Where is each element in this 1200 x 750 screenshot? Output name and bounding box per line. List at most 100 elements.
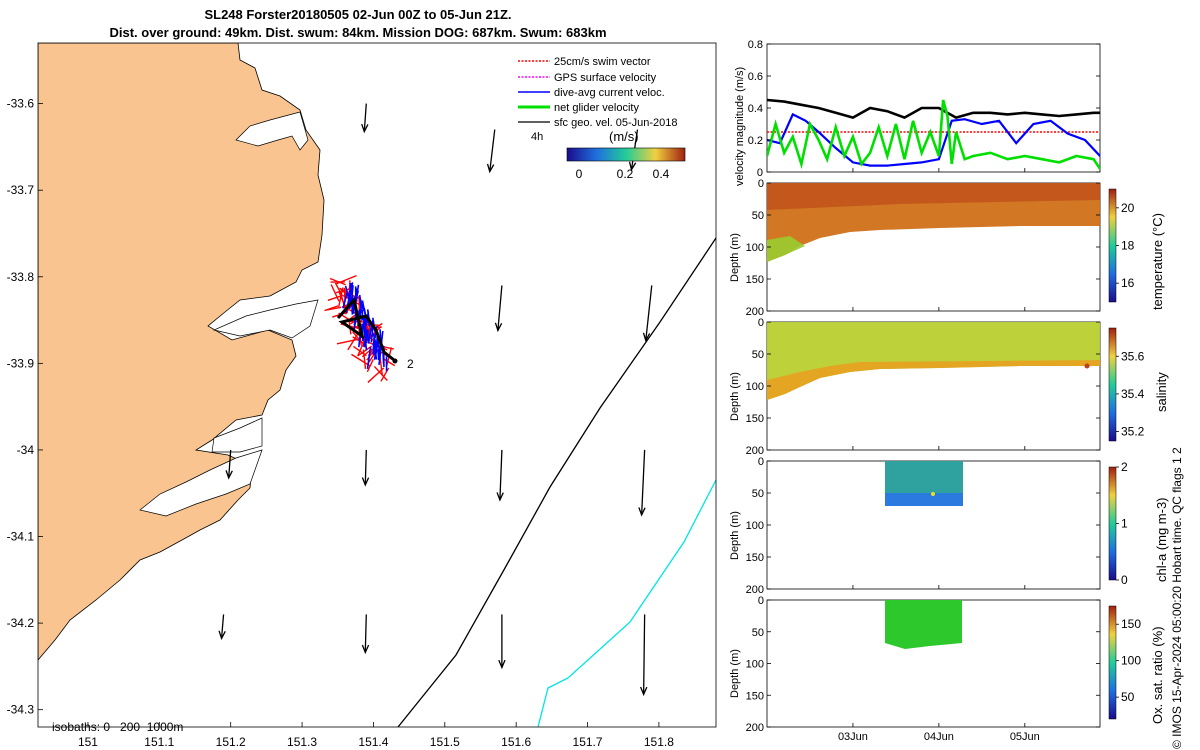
depth-tick-label: 100 <box>746 381 764 393</box>
time-tick-label: 04Jun <box>924 731 954 743</box>
swim-vector <box>357 344 364 357</box>
legend-swim-vector: 25cm/s swim vector <box>554 56 651 68</box>
depth-tick-label: 150 <box>746 413 764 425</box>
map-x-tick-label: 151.8 <box>644 735 674 749</box>
salinity-ticks: 0 50 100 150 200 35.2 35.4 35.6 <box>746 317 1145 457</box>
dive-avg-vector <box>355 288 359 300</box>
geo-arrow <box>361 614 370 655</box>
map-x-tick-label: 151 <box>78 735 98 749</box>
colorbar-tick-label: 35.2 <box>1121 425 1145 439</box>
chlorophyll-point <box>931 492 935 496</box>
map-x-tick-label: 151.4 <box>358 735 388 749</box>
time-axis-ticks: 03Jun 04Jun 05Jun <box>838 168 1040 743</box>
oxygen-ticks: 0 50 100 150 200 50 100 150 <box>746 595 1142 734</box>
depth-tick-label: 0 <box>758 178 764 190</box>
glider-label: 2 <box>407 357 414 371</box>
swim-vector <box>366 359 374 373</box>
swim-vector <box>324 305 339 312</box>
dive-avg-vector <box>373 341 378 360</box>
map-x-tick-label: 151.2 <box>216 735 246 749</box>
depth-tick-label: 50 <box>752 349 764 361</box>
depth-tick-label: 100 <box>746 659 764 671</box>
colorbar-tick-label: 2 <box>1121 460 1128 474</box>
map-y-tick-label: -34 <box>17 443 35 457</box>
swim-vector <box>357 345 373 357</box>
colorbar-tick-label: 18 <box>1121 239 1135 253</box>
swim-vector <box>339 291 347 310</box>
isobath-1000m <box>537 479 716 727</box>
geo-arrow <box>496 449 504 502</box>
colorbar-tick-label: 0 <box>1121 573 1128 587</box>
temperature-colorbar <box>1108 188 1117 303</box>
depth-tick-label: 150 <box>746 274 764 286</box>
swim-vector <box>362 349 367 369</box>
dive-avg-vector <box>342 292 348 309</box>
velocity-y-tick-label: 0.6 <box>748 71 763 83</box>
map-y-tick-label: -34.3 <box>7 703 35 717</box>
swim-vector <box>367 367 385 383</box>
swim-vector <box>380 367 390 382</box>
temperature-ticks: 0 50 100 150 200 16 18 20 <box>746 178 1135 318</box>
map-x-tick-label: 151.5 <box>430 735 460 749</box>
colorbar-unit: (m/s) <box>609 129 639 144</box>
estuary <box>139 449 263 517</box>
glider-position-marker <box>392 358 398 364</box>
map-panel: 2 -33.6 -33.7 -33.8 -33.9 -34 -34.1 -34.2 -34.3… <box>7 42 717 749</box>
oxygen-colorbar <box>1108 605 1117 720</box>
imos-footer: © IMOS 15-Apr-2024 05:00:20 Hobart time.… <box>1170 447 1184 749</box>
geo-arrow <box>640 614 648 697</box>
colorbar-tick-label: 35.6 <box>1121 349 1145 363</box>
depth-tick-label: 200 <box>746 722 764 734</box>
temperature-ylabel: Depth (m) <box>729 233 741 282</box>
temperature-section-upper <box>767 183 1100 210</box>
chart-title-line-2: Dist. over ground: 49km. Dist. swum: 84k… <box>109 25 607 40</box>
land-mass <box>38 43 325 661</box>
time-tick-label: 05Jun <box>1010 731 1040 743</box>
depth-tick-label: 200 <box>746 584 764 596</box>
depth-tick-label: 100 <box>746 242 764 254</box>
time-tick-label: 03Jun <box>838 731 868 743</box>
map-y-tick-label: -33.6 <box>7 97 35 111</box>
geo-arrow <box>218 614 226 641</box>
velocity-panel: 0 0.2 0.4 0.6 0.8 <box>748 39 1101 179</box>
depth-tick-label: 100 <box>746 520 764 532</box>
depth-tick-label: 0 <box>758 595 764 607</box>
depth-tick-label: 0 <box>758 456 764 468</box>
geo-arrow <box>498 614 506 670</box>
depth-tick-label: 200 <box>746 445 764 457</box>
colorbar-tick: 0.2 <box>617 167 634 181</box>
depth-tick-label: 150 <box>746 690 764 702</box>
swim-vector <box>336 338 359 345</box>
bay <box>211 417 263 453</box>
estuary <box>212 299 319 339</box>
swim-vector <box>327 295 341 301</box>
legend-time-label: 4h <box>531 131 543 143</box>
dive-avg-vector <box>372 343 375 355</box>
swim-vector <box>382 357 396 367</box>
salinity-colorbar <box>1108 327 1117 442</box>
swim-vector <box>330 284 340 302</box>
map-x-tick-label: 151.6 <box>501 735 531 749</box>
salinity-panel: 0 50 100 150 200 35.2 35.4 35.6 <box>746 317 1145 457</box>
glider-track <box>336 296 395 362</box>
velocity-lines <box>767 98 1100 170</box>
dive-avg-vector <box>364 331 368 351</box>
map-colorbar <box>566 147 686 162</box>
geo-arrow <box>225 449 233 480</box>
swim-vector <box>351 353 371 367</box>
salinity-colorbar-label: salinity <box>1154 372 1169 412</box>
map-x-ticks: 151 151.1 151.2 151.3 151.4 151.5 151.6 151.7 15… <box>78 722 674 749</box>
salinity-section-deep <box>767 360 1100 400</box>
geostrophic-arrows <box>218 103 653 697</box>
depth-tick-label: 50 <box>752 488 764 500</box>
map-y-tick-label: -34.2 <box>7 616 35 630</box>
map-y-tick-label: -34.1 <box>7 530 35 544</box>
temperature-section-cool <box>767 236 805 262</box>
colorbar-tick-label: 35.4 <box>1121 387 1145 401</box>
geo-arrow <box>494 285 503 333</box>
temperature-panel: 0 50 100 150 200 16 18 20 <box>746 178 1135 318</box>
map-y-tick-label: -33.8 <box>7 270 35 284</box>
geo-arrow <box>638 449 646 517</box>
